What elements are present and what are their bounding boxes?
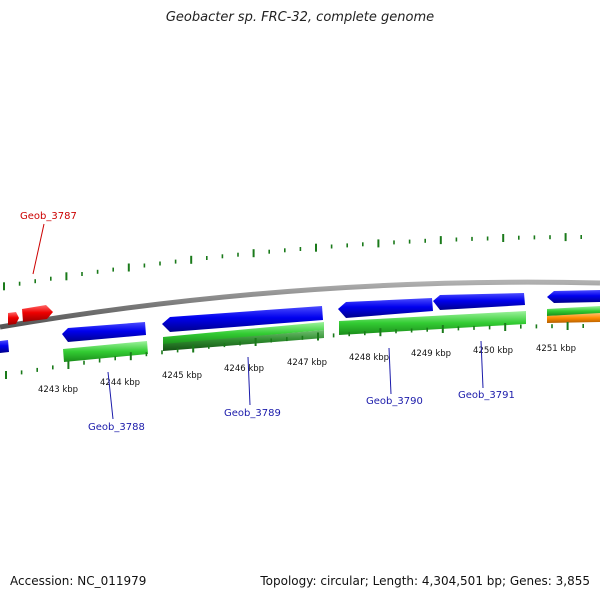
reverse-gene-partial-left[interactable] [0, 340, 9, 353]
leader-geob-3791 [480, 340, 484, 389]
reverse-gene-geob-3788[interactable] [62, 322, 146, 342]
gene-label-geob-3789[interactable]: Geob_3789 [224, 408, 281, 419]
outer-tick-row [3, 233, 583, 291]
reverse-gene-geob-3789[interactable] [162, 306, 323, 332]
reverse-gene-geob-3790[interactable] [338, 298, 433, 318]
ruler-label: 4244 kbp [100, 378, 140, 388]
ruler-label: 4243 kbp [38, 385, 78, 395]
gene-label-geob-3791[interactable]: Geob_3791 [458, 390, 515, 401]
gene-label-geob-3787[interactable]: Geob_3787 [20, 211, 77, 222]
leader-geob-3788 [107, 371, 114, 420]
leader-geob-3790 [388, 347, 392, 395]
cds-geob-3790-3791[interactable] [339, 311, 526, 335]
gene-label-geob-3790[interactable]: Geob_3790 [366, 396, 423, 407]
ruler-label: 4247 kbp [287, 358, 327, 368]
ruler-label: 4249 kbp [411, 349, 451, 359]
leader-geob-3787 [32, 223, 45, 275]
leader-geob-3789 [247, 356, 251, 406]
forward-gene-geob-3787b[interactable] [22, 305, 53, 322]
ruler-label: 4245 kbp [162, 371, 202, 381]
cds-right-orange[interactable] [547, 313, 600, 323]
inner-tick-row [5, 322, 585, 379]
cds-right-green[interactable] [547, 306, 600, 316]
cds-geob-3789-b[interactable] [163, 330, 324, 351]
ruler-label: 4250 kbp [473, 346, 513, 356]
map-title: Geobacter sp. FRC-32, complete genome [165, 10, 435, 25]
ruler-label: 4248 kbp [349, 353, 389, 363]
cds-geob-3789-a[interactable] [163, 322, 324, 345]
forward-gene-geob-3787[interactable] [8, 312, 19, 325]
gene-label-geob-3788[interactable]: Geob_3788 [88, 422, 145, 433]
reverse-gene-geob-3791[interactable] [433, 293, 525, 310]
genome-backbone [0, 279, 600, 330]
ruler-labels: 4243 kbp 4244 kbp 4245 kbp 4246 kbp 4247… [38, 344, 576, 395]
cds-geob-3788[interactable] [63, 341, 148, 362]
ruler-label: 4246 kbp [224, 364, 264, 374]
topology-summary: Topology: circular; Length: 4,304,501 bp… [260, 574, 590, 588]
reverse-gene-partial-right[interactable] [547, 290, 600, 303]
accession-text: Accession: NC_011979 [10, 574, 147, 588]
ruler-label: 4251 kbp [536, 344, 576, 354]
